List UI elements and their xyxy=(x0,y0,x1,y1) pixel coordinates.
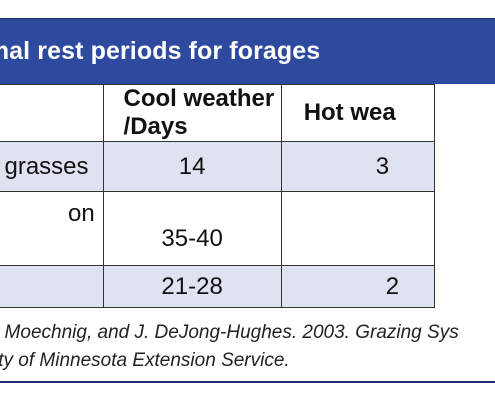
hot-weather-value: 3 xyxy=(280,141,436,192)
table-title: otimal rest periods for forages xyxy=(0,37,321,65)
header-cell-forage xyxy=(0,84,104,142)
citation-line-2: ity of Minnesota Extension Service. xyxy=(0,350,290,371)
source-citation: . Moechnig, and J. DeJong-Hughes. 2003. … xyxy=(0,319,495,375)
cool-weather-value: 35-40 xyxy=(102,191,282,266)
header-cell-cool-weather: Cool weather /Days xyxy=(102,84,282,142)
row-label: on xyxy=(0,191,104,266)
table-header-row: Cool weather /Days Hot wea xyxy=(0,84,436,142)
row-label xyxy=(0,265,104,308)
row-label: n grasses xyxy=(0,141,104,192)
table-row: on 35-40 xyxy=(0,191,436,266)
citation-line-1: . Moechnig, and J. DeJong-Hughes. 2003. … xyxy=(0,322,459,343)
cool-weather-value: 14 xyxy=(102,141,282,192)
table-row: 21-28 2 xyxy=(0,265,436,308)
hot-weather-value xyxy=(280,191,436,266)
hot-weather-value: 2 xyxy=(280,265,436,308)
table-row: n grasses 14 3 xyxy=(0,141,436,192)
table-title-bar: otimal rest periods for forages xyxy=(0,18,495,84)
header-cell-hot-weather: Hot wea xyxy=(280,84,436,142)
cool-weather-value: 21-28 xyxy=(102,265,282,308)
bottom-rule xyxy=(0,381,495,383)
rest-periods-table: Cool weather /Days Hot wea n grasses 14 … xyxy=(0,84,436,308)
